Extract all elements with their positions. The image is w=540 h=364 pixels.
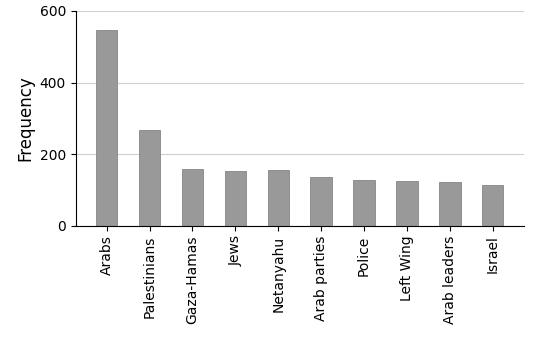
Bar	[482, 185, 503, 226]
Y-axis label: Frequency: Frequency	[16, 75, 34, 161]
Bar	[96, 30, 117, 226]
Bar	[310, 177, 332, 226]
Bar	[182, 169, 203, 226]
Bar	[396, 181, 417, 226]
Bar	[267, 170, 289, 226]
Bar	[225, 171, 246, 226]
Bar	[139, 130, 160, 226]
Bar	[353, 180, 375, 226]
Bar	[439, 182, 461, 226]
